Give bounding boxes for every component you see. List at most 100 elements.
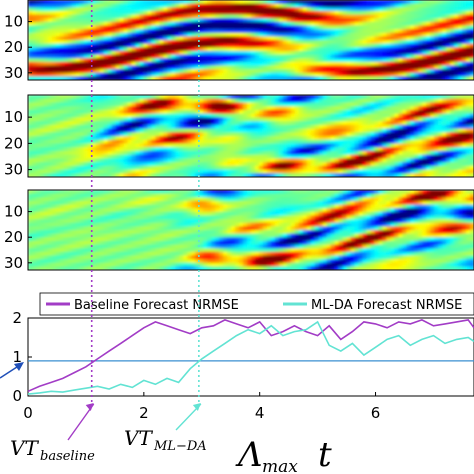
heatmap-cell [127, 109, 133, 115]
heatmap-cell [302, 14, 308, 19]
heatmap-cell [430, 95, 435, 100]
heatmap-cell [147, 50, 153, 56]
heatmap-cell [147, 10, 153, 16]
heatmap-cell [159, 139, 164, 145]
heatmap-cell [43, 150, 49, 156]
heatmap-cell [466, 117, 471, 122]
heatmap-cell [398, 61, 403, 67]
heatmap-cell [187, 102, 192, 107]
heatmap-cell [302, 29, 308, 34]
heatmap-cell [115, 98, 121, 104]
heatmap-cell [163, 72, 168, 77]
heatmap-cell [187, 3, 192, 8]
heatmap-cell [211, 58, 216, 63]
heatmap-cell [274, 61, 280, 67]
heatmap-cell [462, 18, 467, 23]
heatmap-cell [39, 32, 45, 37]
heatmap-cell [378, 7, 384, 12]
heatmap-cell [31, 200, 37, 206]
heatmap-cell [227, 113, 232, 118]
heatmap-cell [302, 18, 308, 23]
heatmap-cell [458, 136, 463, 141]
heatmap-cell [314, 165, 320, 171]
heatmap-cell [75, 47, 81, 52]
heatmap-cell [370, 173, 376, 177]
heatmap-cell [274, 139, 280, 145]
heatmap-cell [203, 69, 208, 74]
heatmap-cell [247, 132, 252, 137]
heatmap-cell [254, 124, 260, 130]
heatmap-cell [99, 147, 105, 152]
heatmap-cell [278, 150, 284, 156]
heatmap-cell [378, 132, 384, 137]
heatmap-cell [107, 50, 113, 56]
heatmap-cell [470, 158, 474, 163]
heatmap-cell [274, 147, 280, 152]
heatmap-cell [254, 18, 260, 23]
heatmap-cell [247, 117, 252, 122]
heatmap-cell [266, 40, 272, 45]
heatmap-cell [159, 121, 164, 126]
heatmap-cell [314, 95, 320, 100]
heatmap-cell [338, 14, 344, 19]
heatmap-cell [47, 95, 53, 100]
heatmap-cell [219, 61, 224, 67]
heatmap-cell [274, 158, 280, 163]
heatmap-cell [350, 76, 356, 80]
heatmap-cell [243, 139, 248, 145]
heatmap-cell [155, 113, 161, 118]
heatmap-cell [374, 25, 380, 30]
heatmap-cell [434, 72, 439, 77]
heatmap-cell [334, 150, 340, 156]
heatmap-cell [470, 154, 474, 159]
heatmap-cell [147, 95, 153, 100]
heatmap-cell [254, 132, 260, 137]
heatmap-cell [330, 124, 336, 130]
heatmap-cell [179, 29, 184, 34]
heatmap-cell [434, 113, 439, 118]
heatmap-cell [251, 7, 256, 12]
heatmap-cell [71, 95, 77, 100]
heatmap-cell [28, 36, 33, 41]
heatmap-cell [99, 76, 105, 80]
heatmap-cell [191, 32, 196, 37]
heatmap-cell [163, 61, 168, 67]
heatmap-cell [67, 0, 73, 5]
heatmap-cell [450, 158, 455, 163]
heatmap-cell [91, 136, 97, 141]
heatmap-cell [63, 36, 69, 41]
heatmap-cell [294, 150, 300, 156]
heatmap-cell [382, 139, 387, 145]
heatmap-cell [111, 65, 117, 70]
heatmap-cell [59, 154, 65, 159]
heatmap-cell [334, 143, 340, 148]
heatmap-cell [386, 43, 391, 48]
heatmap-cell [223, 132, 228, 137]
heatmap-cell [35, 169, 41, 174]
heatmap-cell [454, 54, 459, 59]
heatmap-cell [302, 40, 308, 45]
heatmap-cell [187, 165, 192, 171]
heatmap-cell [370, 143, 376, 148]
heatmap-cell [330, 95, 336, 100]
heatmap-cell [127, 132, 133, 137]
heatmap-cell [390, 36, 395, 41]
heatmap-cell [247, 54, 252, 59]
heatmap-cell [143, 121, 149, 126]
heatmap-cell [458, 21, 463, 27]
heatmap-cell [83, 121, 89, 126]
heatmap-cell [262, 25, 268, 30]
heatmap-cell [446, 3, 451, 8]
heatmap-cell [215, 50, 220, 56]
heatmap-cell [171, 124, 176, 130]
heatmap-cell [107, 117, 113, 122]
heatmap-cell [370, 18, 376, 23]
heatmap-cell [219, 106, 224, 111]
heatmap-cell [406, 169, 411, 174]
heatmap-cell [270, 10, 276, 16]
heatmap-cell [278, 40, 284, 45]
heatmap-cell [274, 102, 280, 107]
heatmap-cell [119, 98, 125, 104]
heatmap-cell [466, 29, 471, 34]
heatmap-cell [75, 106, 81, 111]
